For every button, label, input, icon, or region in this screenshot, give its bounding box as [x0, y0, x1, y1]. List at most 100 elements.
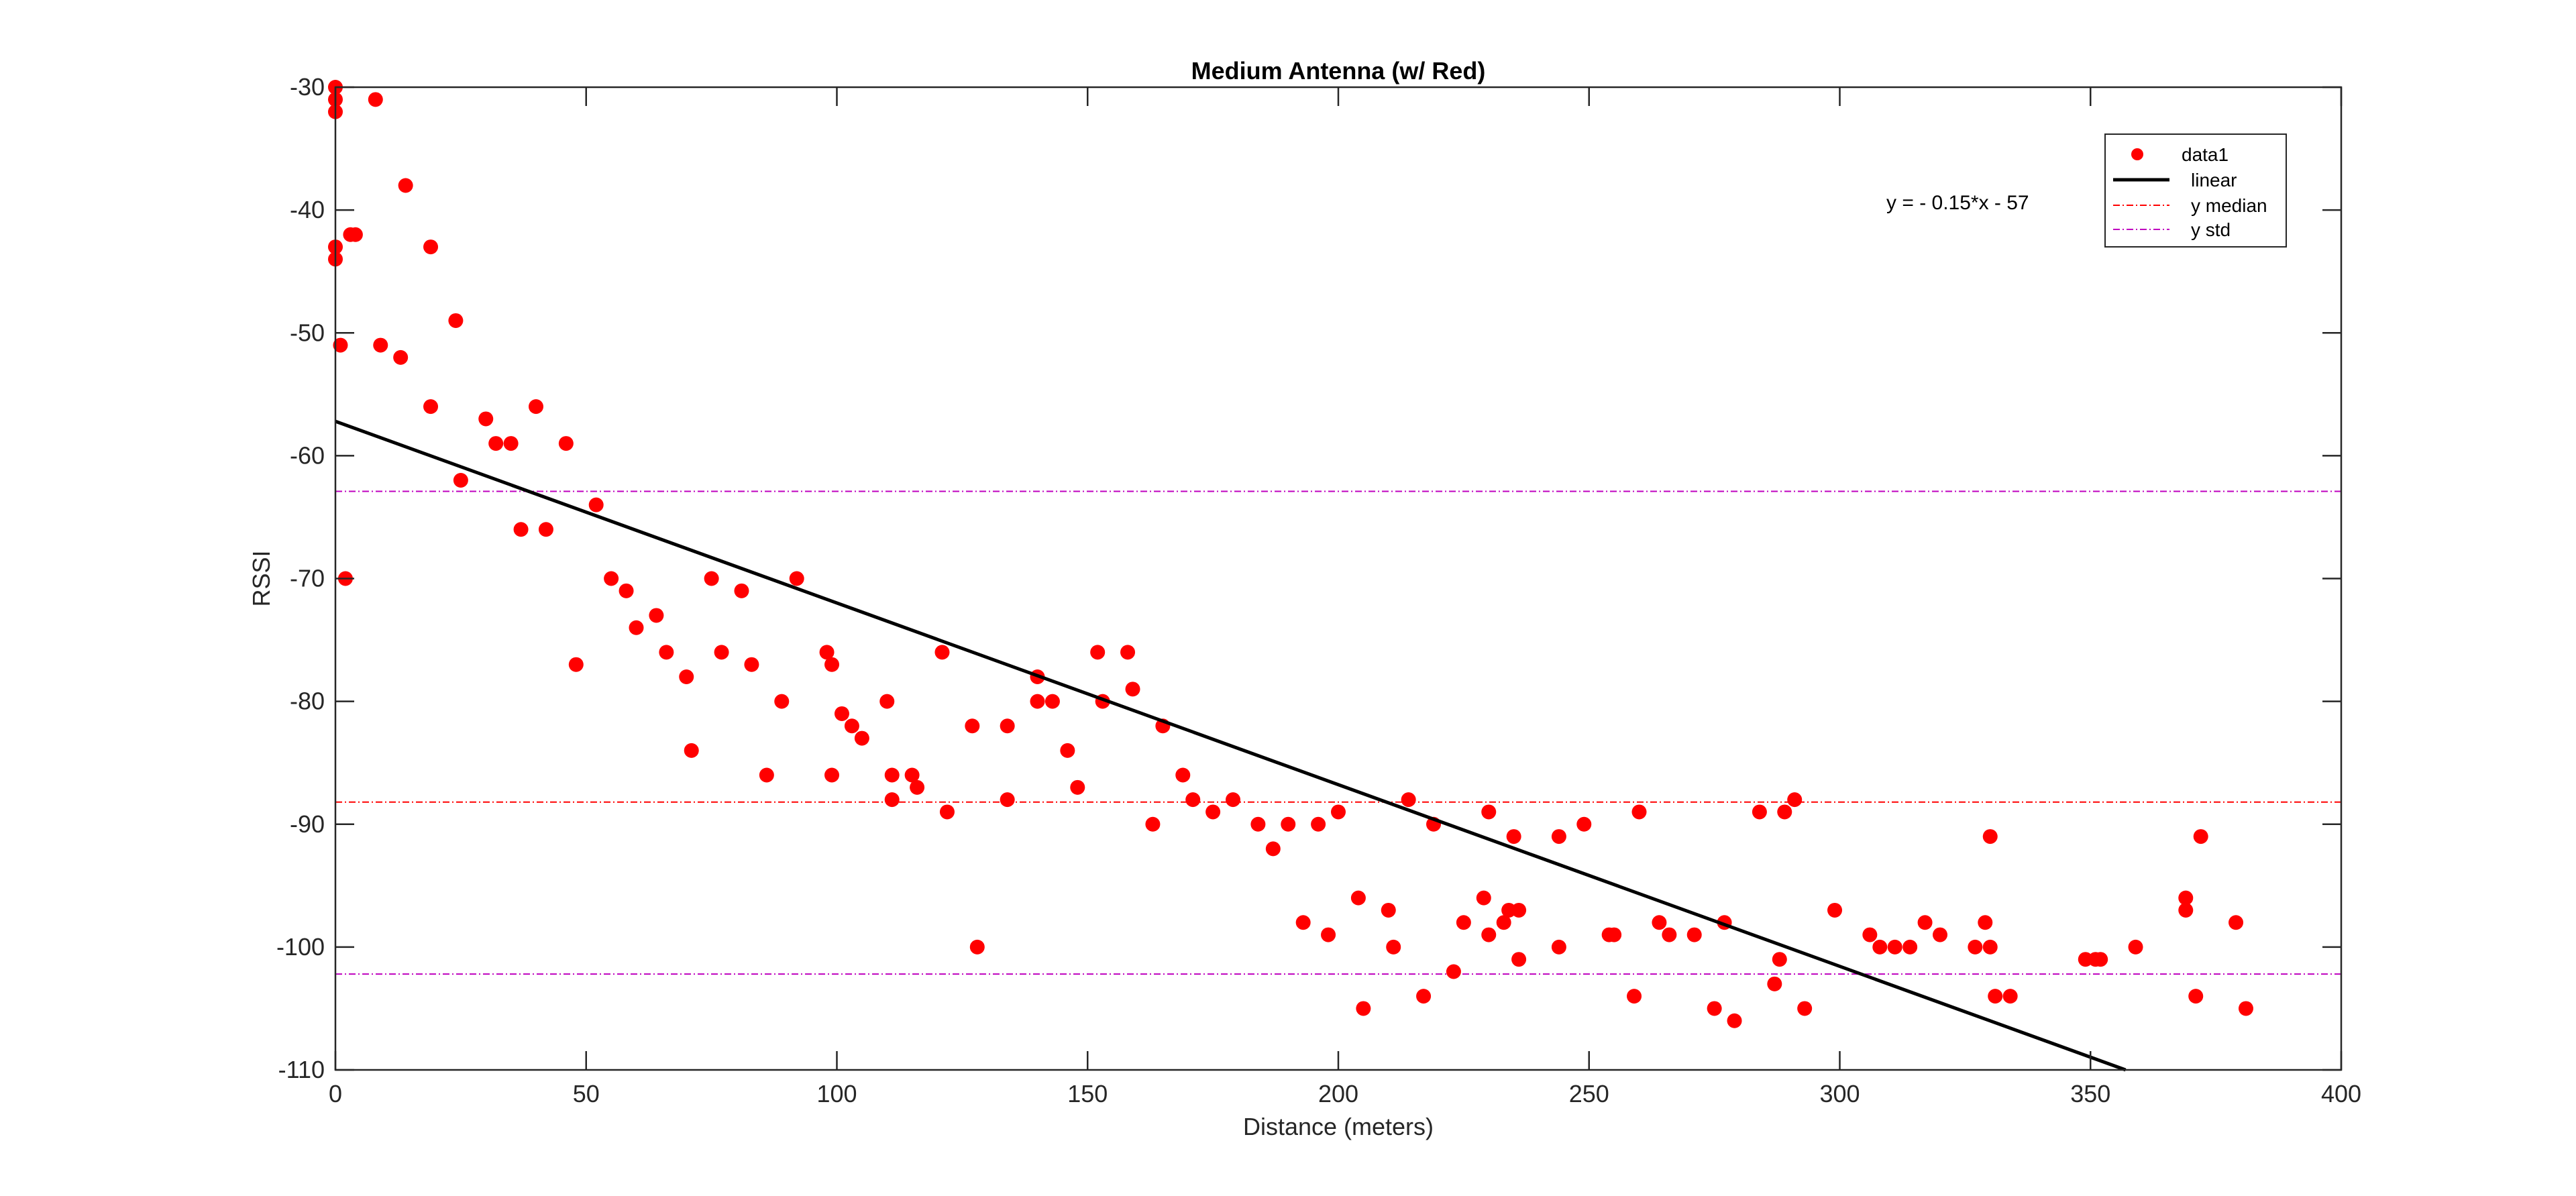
- data-point: [1401, 792, 1416, 808]
- data-point: [1250, 816, 1266, 832]
- x-tick-label: 150: [1067, 1080, 1108, 1107]
- data-point: [513, 522, 529, 537]
- data-point: [1988, 989, 2003, 1004]
- data-point: [1787, 792, 1803, 808]
- data-point: [1607, 927, 1622, 942]
- data-point: [423, 239, 439, 255]
- data-point: [478, 411, 494, 427]
- data-point: [1496, 915, 1511, 930]
- data-point: [1205, 804, 1221, 820]
- data-point: [969, 939, 985, 955]
- y-tick-label: -40: [290, 196, 325, 223]
- legend: data1 linear y median y std: [2104, 133, 2287, 248]
- data-point: [604, 571, 619, 586]
- x-tick-label: 300: [1819, 1080, 1860, 1107]
- data-point: [1662, 927, 1677, 942]
- data-point: [1456, 915, 1471, 930]
- data-point: [910, 779, 925, 795]
- data-point: [789, 571, 804, 586]
- data-point: [1000, 718, 1015, 734]
- data-point: [714, 645, 729, 660]
- data-point: [819, 645, 835, 660]
- data-point: [1295, 915, 1311, 930]
- data-point: [879, 694, 895, 709]
- data-point: [2128, 939, 2143, 955]
- data-point: [679, 669, 694, 684]
- data-point: [1772, 952, 1787, 967]
- y-tick-label: -80: [290, 688, 325, 715]
- data-point: [393, 349, 409, 365]
- data-point: [759, 767, 774, 783]
- data-point: [834, 706, 849, 721]
- data-point: [568, 657, 584, 672]
- data-point: [844, 718, 859, 734]
- data-point: [1000, 792, 1015, 808]
- data-point: [1321, 927, 1336, 942]
- data-point: [1386, 939, 1401, 955]
- data-point: [1978, 915, 1993, 930]
- data-point: [503, 436, 519, 451]
- data-point: [373, 337, 388, 353]
- data-point: [1968, 939, 1983, 955]
- data-point: [1627, 989, 1642, 1004]
- x-tick-label: 400: [2321, 1080, 2361, 1107]
- data-point: [488, 436, 504, 451]
- data-point: [1872, 939, 1888, 955]
- data-point: [588, 497, 604, 512]
- data-point: [2238, 1001, 2253, 1016]
- data-point: [2002, 989, 2018, 1004]
- data-point: [1777, 804, 1792, 820]
- data-point: [1727, 1013, 1742, 1028]
- data-point: [1917, 915, 1933, 930]
- y-tick-label: -100: [276, 933, 325, 961]
- data-point: [1887, 939, 1902, 955]
- data-point: [774, 694, 790, 709]
- data-point: [619, 583, 634, 598]
- data-point: [1125, 682, 1140, 697]
- data-point: [1752, 804, 1767, 820]
- data-point: [2178, 902, 2194, 918]
- data-point: [659, 645, 674, 660]
- data-point: [1311, 816, 1326, 832]
- data-point: [1120, 645, 1136, 660]
- data-point: [453, 473, 468, 488]
- data-point: [448, 313, 464, 328]
- data-point: [744, 657, 759, 672]
- x-tick-label: 250: [1569, 1080, 1609, 1107]
- data-point: [347, 227, 363, 242]
- data-point: [1226, 792, 1241, 808]
- y-tick-label: -90: [290, 810, 325, 838]
- data-point: [2193, 829, 2208, 845]
- data-point: [1030, 694, 1045, 709]
- data-point: [1416, 989, 1432, 1004]
- data-point: [2093, 952, 2108, 967]
- data-point: [884, 767, 900, 783]
- data-point: [1511, 902, 1527, 918]
- data-point: [1381, 902, 1396, 918]
- y-tick-label: -70: [290, 565, 325, 592]
- legend-label-y-median: y median: [2191, 195, 2267, 216]
- chart-title: Medium Antenna (w/ Red): [1191, 57, 1486, 85]
- data-point: [1827, 902, 1843, 918]
- data-point: [1481, 804, 1497, 820]
- data-point: [1090, 645, 1106, 660]
- data-point: [1707, 1001, 1722, 1016]
- data-point: [824, 767, 840, 783]
- data-point: [1476, 890, 1491, 906]
- data-point: [1551, 939, 1566, 955]
- data-point: [1356, 1001, 1371, 1016]
- data-point: [1350, 890, 1366, 906]
- data-point: [368, 92, 383, 107]
- data-point: [1331, 804, 1346, 820]
- x-tick-label: 0: [329, 1080, 342, 1107]
- legend-label-data1: data1: [2182, 144, 2229, 165]
- y-axis-label: RSSI: [248, 550, 275, 606]
- data-point: [2178, 890, 2194, 906]
- data-point: [2229, 915, 2244, 930]
- data-point: [629, 620, 644, 635]
- y-tick-label: -30: [290, 73, 325, 101]
- data-point: [1652, 915, 1667, 930]
- linear-fit-line: [335, 419, 2127, 1072]
- data-point: [704, 571, 719, 586]
